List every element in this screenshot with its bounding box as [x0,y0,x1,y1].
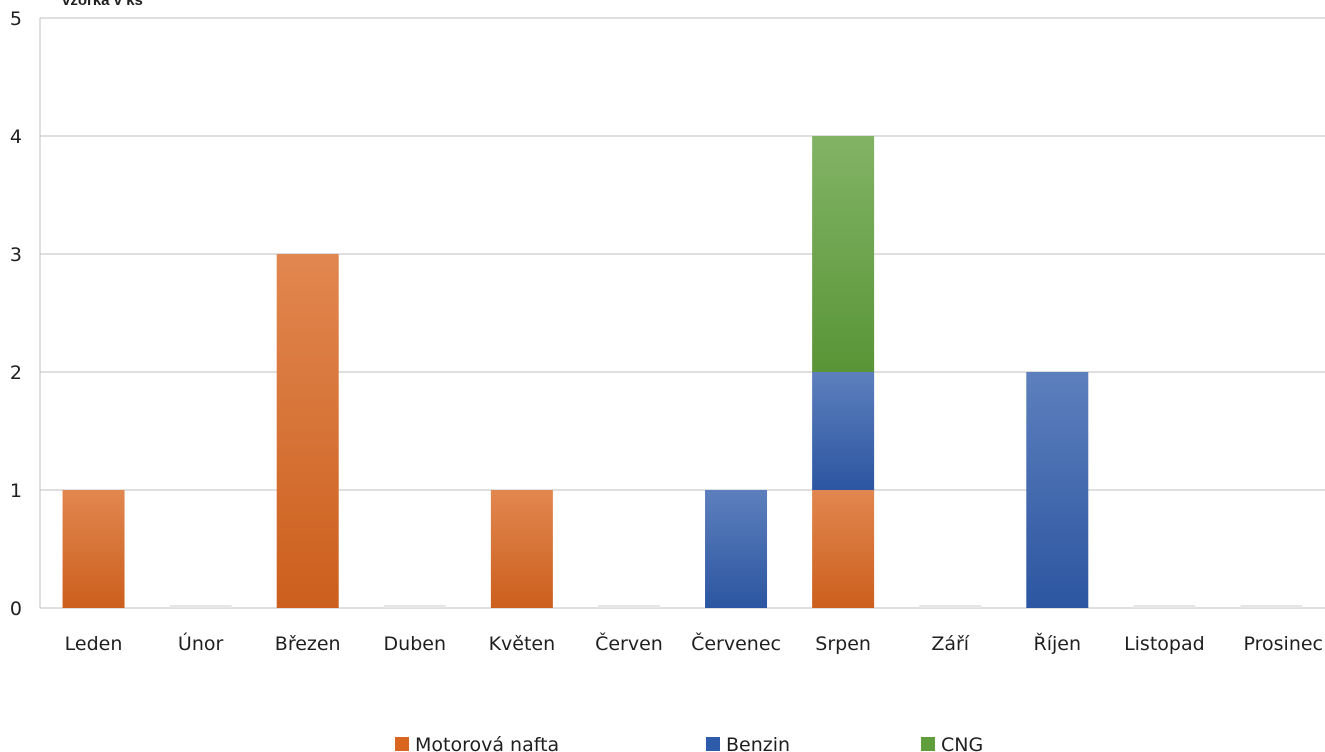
bar-empty [384,605,446,608]
legend-item: Motorová nafta [395,734,559,752]
x-tick-label: Duben [384,633,446,655]
bar-empty [1133,605,1195,608]
y-tick-label: 0 [10,598,22,620]
bar-empty [598,605,660,608]
x-tick-label: Říjen [1034,632,1082,655]
bar-segment [277,254,339,608]
bar-segment [812,490,874,608]
bar-segment [705,490,767,608]
bar-segment [812,136,874,372]
y-axis-label: vzorka v ks [62,0,143,9]
bar-empty [1240,605,1302,608]
x-tick-label: Srpen [815,633,871,655]
x-tick-label: Květen [489,633,556,655]
bar-segment [1026,372,1088,608]
bar-empty [919,605,981,608]
bar-segment [491,490,553,608]
legend-label: CNG [941,734,983,752]
legend-swatch [921,737,935,751]
x-tick-label: Září [931,633,969,655]
legend-swatch [395,737,409,751]
y-tick-label: 3 [10,244,22,266]
x-tick-label: Červen [595,631,663,655]
legend-item: Benzin [706,734,790,752]
y-tick-label: 2 [10,362,22,384]
y-tick-label: 1 [10,480,22,502]
legend-label: Motorová nafta [415,734,559,752]
y-tick-labels: 0 1 2 3 4 5 [10,8,22,620]
legend-swatch [706,737,720,751]
legend: Motorová nafta Benzin CNG [395,734,983,752]
legend-item: CNG [921,734,983,752]
bar-segment [812,372,874,490]
y-tick-label: 5 [10,8,22,30]
bar-empty [170,605,232,608]
x-tick-label: Březen [275,633,341,655]
x-tick-label: Listopad [1124,633,1205,655]
legend-label: Benzin [726,734,790,752]
x-tick-label: Leden [65,633,123,655]
bar-segment [63,490,125,608]
x-tick-label: Únor [178,631,224,655]
x-tick-labels: Leden Únor Březen Duben Květen Červen Červenec… [65,631,1323,655]
y-tick-label: 4 [10,126,22,148]
gridlines [40,18,1325,608]
x-tick-label: Prosinec [1244,633,1324,655]
x-tick-label: Červenec [691,631,781,655]
